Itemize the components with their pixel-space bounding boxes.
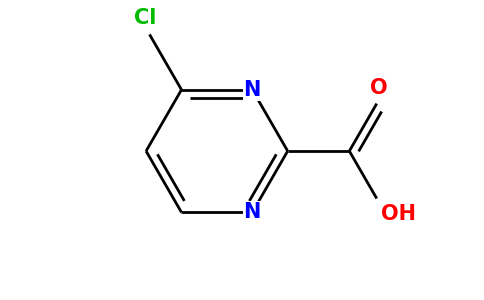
Text: N: N (243, 202, 261, 222)
Text: N: N (243, 80, 261, 100)
Text: O: O (370, 78, 388, 98)
Text: Cl: Cl (134, 8, 156, 28)
Text: OH: OH (381, 204, 416, 224)
